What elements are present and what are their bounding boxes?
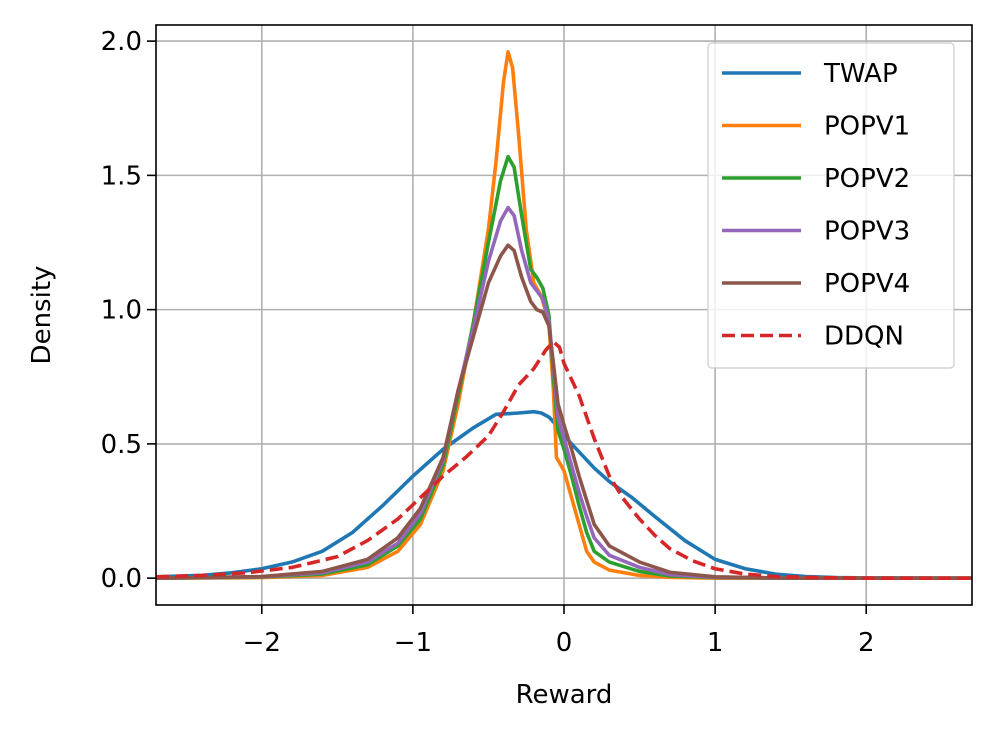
- legend-items: TWAP POPV1 POPV2 POPV3 POPV4 DDQN: [722, 59, 910, 352]
- x-axis-label: Reward: [516, 680, 613, 710]
- legend-label-popv3: POPV3: [824, 217, 910, 247]
- y-tick-label: 2.0: [101, 27, 142, 57]
- legend-label-popv4: POPV4: [824, 269, 910, 299]
- x-tick-label: 2: [858, 628, 875, 658]
- series-line-ddqn: [156, 340, 972, 580]
- ticks: −2 −1 0 1 2 0.0 0.5 1.0 1.5 2.0: [101, 27, 875, 658]
- series-line-twap: [156, 409, 972, 580]
- legend: TWAP POPV1 POPV2 POPV3 POPV4 DDQN: [707, 42, 955, 369]
- legend-label-ddqn: DDQN: [824, 322, 904, 352]
- legend-label-popv2: POPV2: [824, 164, 910, 194]
- series-line-popv1: [156, 50, 972, 580]
- y-tick-label: 1.0: [101, 296, 142, 326]
- y-tick-label: 0.5: [101, 430, 142, 460]
- legend-label-popv1: POPV1: [824, 112, 910, 142]
- series-line-popv3: [156, 205, 972, 580]
- legend-box: [707, 42, 955, 369]
- legend-label-twap: TWAP: [823, 59, 898, 89]
- series-line-popv2: [156, 154, 972, 580]
- y-tick-label: 1.5: [101, 161, 142, 191]
- x-tick-label: −1: [394, 628, 432, 658]
- x-tick-label: 1: [707, 628, 724, 658]
- y-tick-label: 0.0: [101, 564, 142, 594]
- x-tick-label: −2: [243, 628, 281, 658]
- series-line-popv4: [156, 243, 972, 580]
- y-axis-label: Density: [27, 266, 57, 365]
- x-tick-label: 0: [556, 628, 573, 658]
- series-lines: [156, 50, 972, 580]
